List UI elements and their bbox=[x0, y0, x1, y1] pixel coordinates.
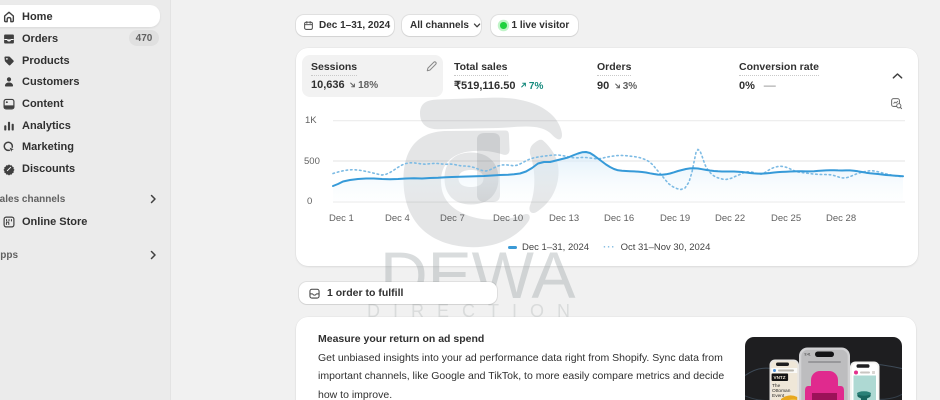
svg-text:VNTZ: VNTZ bbox=[774, 375, 786, 380]
svg-text:Event: Event bbox=[772, 393, 785, 399]
svg-text:9:41: 9:41 bbox=[805, 352, 811, 356]
svg-text:The: The bbox=[772, 383, 781, 389]
svg-text:Ottoman: Ottoman bbox=[772, 388, 791, 394]
